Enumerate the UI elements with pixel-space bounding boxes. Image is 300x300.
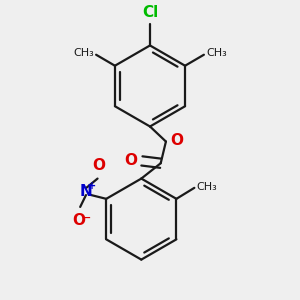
Text: O: O xyxy=(124,153,137,168)
Text: CH₃: CH₃ xyxy=(196,182,217,192)
Text: −: − xyxy=(82,213,91,223)
Text: CH₃: CH₃ xyxy=(73,48,94,58)
Text: +: + xyxy=(88,182,96,191)
Text: Cl: Cl xyxy=(142,5,158,20)
Text: CH₃: CH₃ xyxy=(206,48,227,58)
Text: O: O xyxy=(170,133,184,148)
Text: N: N xyxy=(80,184,92,199)
Text: O: O xyxy=(92,158,106,173)
Text: O: O xyxy=(72,213,85,228)
